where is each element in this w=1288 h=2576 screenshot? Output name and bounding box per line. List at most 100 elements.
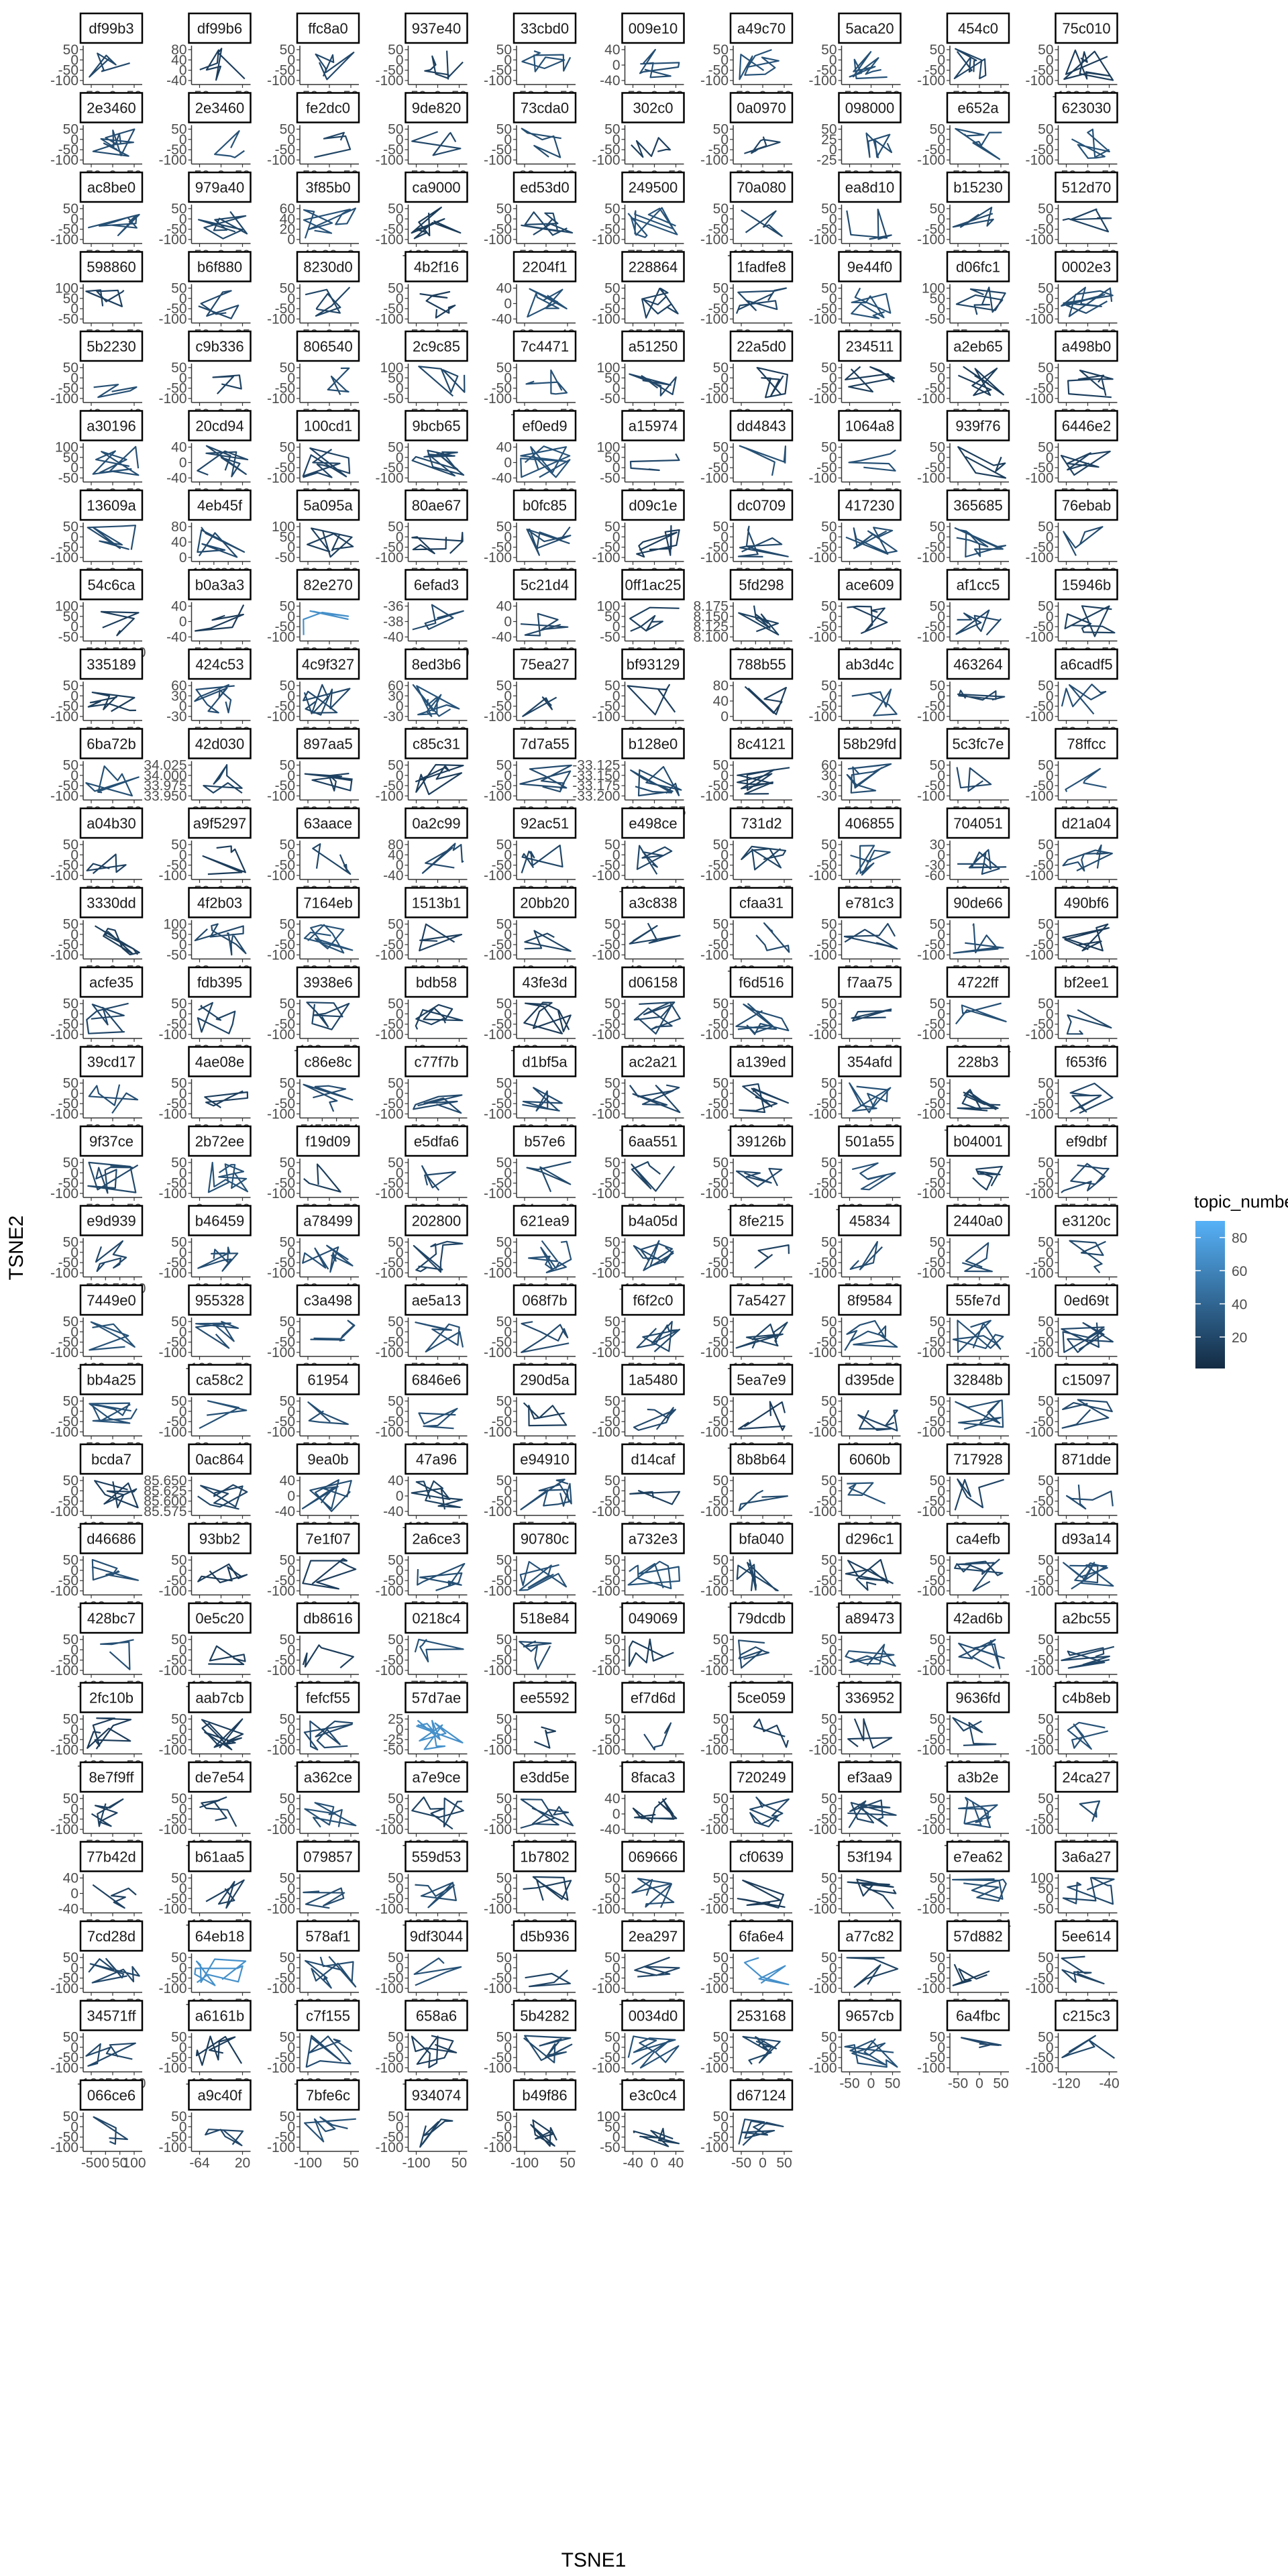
facet-panel: 424c5360300-30-50050 (166, 649, 250, 740)
facet-panel: 7c4471500-50-100-10050 (484, 331, 576, 422)
facet-panel: 53f194500-50-100-4040 (808, 1842, 900, 1933)
y-tick-label: -40 (166, 471, 186, 486)
facet-panel: 9bcb65500-50-100-50050 (375, 411, 467, 502)
series-line (958, 690, 1004, 700)
facet-strip-label: ef9dbf (1066, 1133, 1108, 1150)
series-line (739, 1402, 785, 1431)
facet-panel: 100cd1500-50-100-50050 (267, 411, 359, 502)
series-line (425, 51, 463, 79)
facet-panel: 76ebab500-50-100-50050 (1025, 490, 1117, 581)
y-tick-label: -100 (700, 1822, 729, 1837)
series-line (867, 133, 892, 158)
y-tick-label: -100 (700, 948, 729, 963)
facet-strip-label: 7d7a55 (520, 736, 569, 753)
facet-panel: 228864500-50-100-252575 (592, 252, 684, 343)
facet-strip-label: 009e10 (629, 20, 678, 37)
y-tick-label: -100 (484, 1822, 512, 1837)
y-tick-label: -100 (917, 1345, 945, 1360)
y-tick-label: -100 (158, 2061, 186, 2076)
y-tick-label: -100 (808, 868, 837, 883)
y-tick-label: -100 (917, 1107, 945, 1122)
x-tick-label: 0 (975, 2076, 983, 2092)
facet-panel: 8b8b64500-50-100-50050 (700, 1444, 792, 1535)
series-line (846, 1560, 894, 1590)
y-tick-label: -100 (700, 2061, 729, 2076)
y-tick-label: -100 (808, 550, 837, 566)
y-tick-label: -100 (50, 1981, 78, 1996)
facet-strip-label: b6f880 (197, 259, 242, 276)
facet-strip-label: 598860 (87, 259, 136, 276)
series-line (740, 446, 786, 476)
y-tick-label: -100 (158, 1584, 186, 1599)
facet-panel: 7d7a55500-50-100-50050 (484, 729, 576, 820)
y-tick-label: -100 (375, 1425, 403, 1440)
y-tick-label: -100 (808, 1743, 837, 1758)
facet-panel: 454c0500-50-100-50050 (917, 13, 1009, 104)
facet-strip-label: 9ea0b (307, 1451, 348, 1468)
y-tick-label: -100 (917, 1425, 945, 1440)
y-tick-label: -100 (375, 312, 403, 327)
facet-strip-label: 20bb20 (520, 895, 569, 912)
facet-strip-label: 2c9c85 (413, 338, 460, 355)
series-line (92, 1560, 138, 1580)
facet-panel: 8e7f9ff500-50-100-50050 (50, 1762, 142, 1853)
facet-panel: 501a55500-50-100-10050 (808, 1126, 900, 1217)
facet-panel: 6846e6500-50-100-20020 (375, 1365, 467, 1456)
y-tick-label: -100 (592, 1186, 620, 1201)
series-line (973, 1167, 1002, 1190)
y-tick-label: -100 (808, 1186, 837, 1201)
facet-strip-label: 5ee614 (1062, 1928, 1111, 1945)
y-tick-label: -100 (1025, 1186, 1053, 1201)
y-tick-label: -100 (700, 312, 729, 327)
facet-panel: 5ee614500-50-100-50050 (1025, 1921, 1117, 2012)
facet-strip-label: 463264 (953, 656, 1002, 673)
y-tick-label: -100 (1025, 391, 1053, 407)
facet-strip-label: 621ea9 (520, 1213, 569, 1230)
y-tick-label: -100 (700, 1663, 729, 1678)
y-tick-label: -100 (1025, 1504, 1053, 1519)
series-line (959, 1640, 1004, 1668)
y-tick-label: -100 (917, 1902, 945, 1917)
y-tick-label: -100 (808, 1107, 837, 1122)
y-tick-label: -100 (917, 471, 945, 486)
facet-panel: ea8d10500-50-100-50050 (808, 172, 900, 263)
series-line (1065, 606, 1115, 636)
y-tick-label: -100 (700, 391, 729, 407)
y-tick-label: -100 (808, 471, 837, 486)
series-line (419, 1409, 458, 1429)
y-tick-label: -100 (484, 2061, 512, 2076)
facet-strip-label: 290d5a (520, 1372, 570, 1389)
facet-panel: 5b2230500-50-100-4040 (50, 331, 142, 422)
facet-panel: c4b8eb500-50-100-10050 (1025, 1683, 1117, 1774)
facet-panel: 6ba72b500-50-100-50050 (50, 729, 142, 820)
facet-strip-label: f6d516 (739, 974, 784, 991)
facet-strip-label: 3938e6 (303, 974, 352, 991)
facet-strip-label: 1064a8 (845, 418, 894, 435)
y-tick-label: -100 (484, 1345, 512, 1360)
facet-strip-label: 6aa551 (629, 1133, 678, 1150)
facet-panel: 20bb20500-50-100-4040 (484, 888, 576, 979)
facet-strip-label: 788b55 (737, 656, 786, 673)
y-tick-label: -50 (383, 1743, 403, 1758)
series-line (311, 1321, 354, 1341)
series-line (522, 51, 570, 72)
facet-panel: 079857500-50-100-4040 (267, 1842, 359, 1933)
y-tick-label: -100 (917, 1504, 945, 1519)
facet-panel: 7a5427500-50-100-10050 (700, 1285, 792, 1376)
series-line (198, 1247, 237, 1271)
facet-panel: b46459500-50-100-60-4020 (158, 1206, 250, 1297)
series-line (523, 1087, 562, 1111)
y-tick-label: -100 (700, 1266, 729, 1281)
y-tick-label: -100 (267, 630, 295, 645)
y-tick-label: -100 (592, 1504, 620, 1519)
facet-strip-label: 5b4282 (520, 2008, 569, 2025)
y-tick-label: -100 (375, 1266, 403, 1281)
series-line (628, 684, 676, 714)
facet-strip-label: 6a4fbc (956, 2008, 1000, 2025)
facet-strip-label: 33cbd0 (521, 20, 569, 37)
facet-strip-label: 54c6ca (88, 577, 136, 594)
facet-panel: 559d53500-50-100-125-500 (375, 1842, 467, 1933)
y-tick-label: -100 (1025, 1822, 1053, 1837)
y-tick-label: -100 (375, 1902, 403, 1917)
facet-strip-label: 24ca27 (1062, 1769, 1110, 1786)
